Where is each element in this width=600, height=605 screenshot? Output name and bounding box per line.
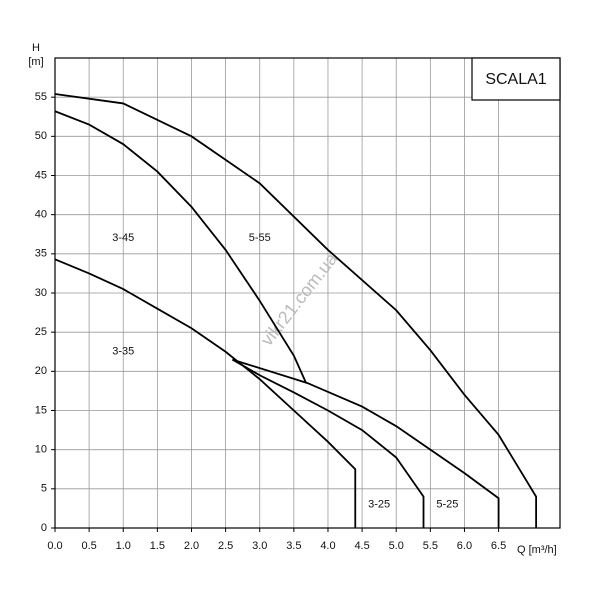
curve	[231, 358, 425, 528]
y-tick-label: 40	[35, 209, 47, 221]
x-tick-label: 1.5	[150, 540, 165, 552]
title-box	[471, 57, 561, 101]
curve-label: 3-25	[368, 498, 390, 510]
y-tick-label: 55	[35, 91, 47, 103]
y-axis-label: H	[32, 42, 40, 54]
y-tick-label: 45	[35, 169, 47, 181]
y-axis-unit: [m]	[28, 56, 43, 68]
x-tick-label: 2.5	[218, 540, 233, 552]
x-tick-label: 4.0	[320, 540, 335, 552]
y-tick-label: 5	[41, 483, 47, 495]
x-tick-label: 5.0	[389, 540, 404, 552]
y-tick-label: 20	[35, 365, 47, 377]
curve-label: 3-45	[112, 232, 134, 244]
curve-label: 5-55	[249, 232, 271, 244]
x-axis-label: Q [m³/h]	[517, 544, 557, 556]
curve-label: 3-35	[112, 346, 134, 358]
y-tick-label: 15	[35, 404, 47, 416]
x-tick-label: 3.5	[286, 540, 301, 552]
y-tick-label: 25	[35, 326, 47, 338]
x-tick-label: 1.0	[116, 540, 131, 552]
y-tick-label: 0	[41, 522, 47, 534]
curve	[54, 110, 307, 384]
x-tick-label: 3.0	[252, 540, 267, 552]
plot-frame	[54, 57, 561, 529]
y-tick-label: 30	[35, 287, 47, 299]
curve	[54, 93, 538, 528]
x-tick-label: 5.5	[423, 540, 438, 552]
x-tick-label: 4.5	[354, 540, 369, 552]
curve	[232, 358, 500, 528]
x-tick-label: 6.5	[491, 540, 506, 552]
x-tick-label: 0.5	[81, 540, 96, 552]
x-tick-label: 6.0	[457, 540, 472, 552]
x-tick-label: 0.0	[47, 540, 62, 552]
y-tick-label: 35	[35, 248, 47, 260]
y-tick-label: 50	[35, 130, 47, 142]
x-tick-label: 2.0	[184, 540, 199, 552]
y-tick-label: 10	[35, 444, 47, 456]
curve-label: 5-25	[436, 498, 458, 510]
chart-title: SCALA1	[485, 71, 546, 88]
curve	[54, 258, 357, 528]
